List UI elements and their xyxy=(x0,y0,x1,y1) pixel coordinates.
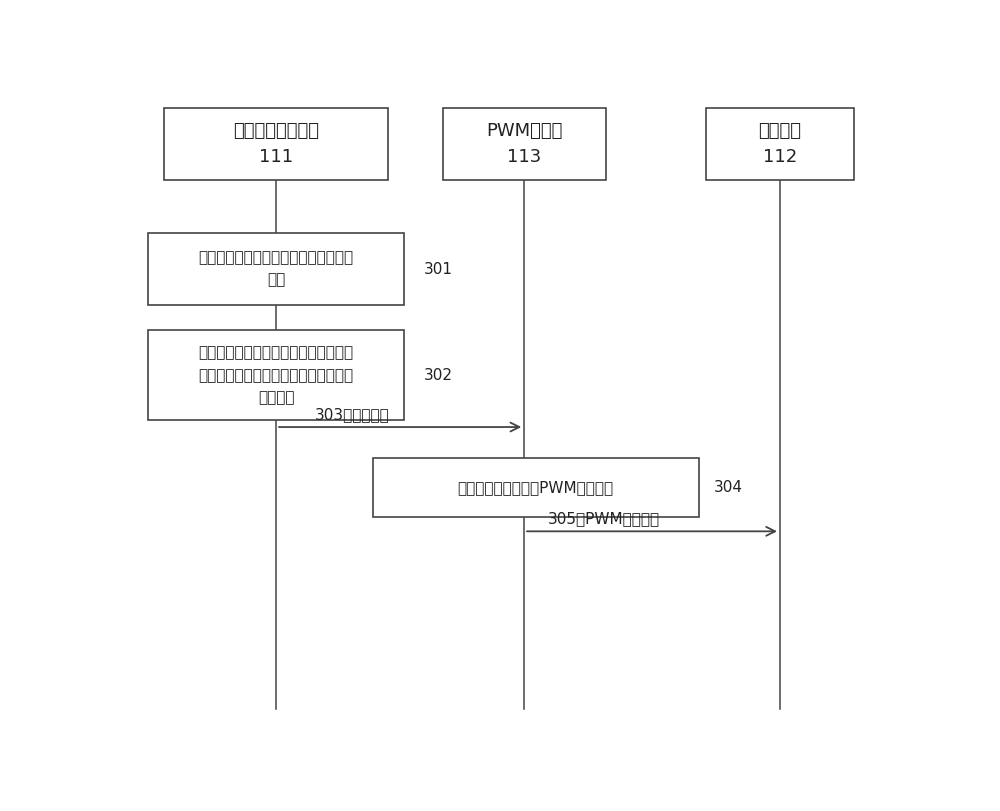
Text: PWM控制器
113: PWM控制器 113 xyxy=(486,122,562,166)
Text: 光伏面板
112: 光伏面板 112 xyxy=(758,122,801,166)
Text: 303，控制信号: 303，控制信号 xyxy=(315,407,390,422)
Text: 根据当前内阻以及负载的电阻，获得目
标输出电流，并根据目标输出电流生成
控制信号: 根据当前内阻以及负载的电阻，获得目 标输出电流，并根据目标输出电流生成 控制信号 xyxy=(199,345,354,405)
Bar xyxy=(443,108,606,180)
Bar xyxy=(164,108,388,180)
Bar xyxy=(706,108,854,180)
Text: 根据控制信号，生成PWM控制参数: 根据控制信号，生成PWM控制参数 xyxy=(458,480,614,495)
Text: 光伏发电控制装置
111: 光伏发电控制装置 111 xyxy=(233,122,319,166)
Bar xyxy=(148,330,404,420)
Text: 301: 301 xyxy=(423,262,452,277)
Bar xyxy=(373,458,698,517)
Text: 304: 304 xyxy=(714,480,743,495)
Text: 305，PWM控制参数: 305，PWM控制参数 xyxy=(547,511,660,526)
Bar xyxy=(148,233,404,305)
Text: 302: 302 xyxy=(423,367,452,383)
Text: 确定光伏系统在当前输出电流下的当前
内阻: 确定光伏系统在当前输出电流下的当前 内阻 xyxy=(199,251,354,288)
